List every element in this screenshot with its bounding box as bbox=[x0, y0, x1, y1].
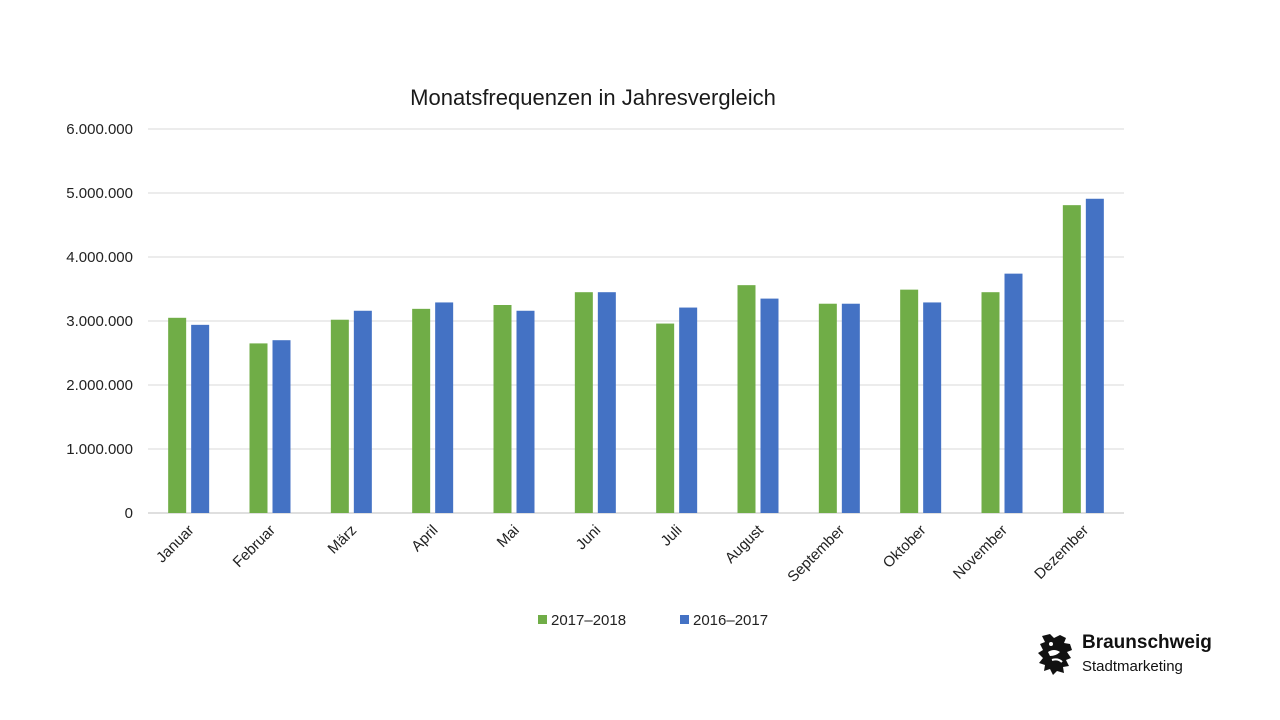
bar-series-2 bbox=[679, 307, 698, 513]
bar-series-2 bbox=[1004, 273, 1023, 513]
legend: 2017–2018 2016–2017 bbox=[538, 612, 768, 629]
bar-series-1 bbox=[168, 317, 187, 513]
y-axis-ticks: 0 1.000.000 2.000.000 3.000.000 4.000.000 5.0… bbox=[66, 121, 133, 522]
y-tick-label: 6.000.000 bbox=[66, 121, 133, 138]
bar-series-2 bbox=[923, 302, 942, 513]
bar-series-1 bbox=[249, 343, 268, 513]
bar-series-2 bbox=[841, 303, 860, 513]
legend-label: 2017–2018 bbox=[551, 612, 626, 629]
x-tick-label: Januar bbox=[153, 522, 197, 566]
bar-series-1 bbox=[900, 289, 919, 513]
bar-series-2 bbox=[435, 302, 454, 513]
bar-series-2 bbox=[516, 310, 535, 513]
bar-series-2 bbox=[353, 310, 372, 513]
x-tick-label: Juni bbox=[573, 522, 604, 553]
x-tick-label: Mai bbox=[494, 522, 523, 551]
x-tick-label: September bbox=[784, 522, 848, 586]
gridlines bbox=[148, 128, 1124, 514]
x-tick-label: Juli bbox=[658, 522, 686, 550]
braunschweig-logo: Braunschweig Stadtmarketing bbox=[1036, 632, 1216, 680]
bar-series-1 bbox=[1062, 205, 1081, 513]
logo-subtitle: Stadtmarketing bbox=[1082, 658, 1183, 675]
y-tick-label: 5.000.000 bbox=[66, 185, 133, 202]
bar-series-2 bbox=[1085, 198, 1104, 513]
bar-series-2 bbox=[191, 324, 210, 513]
bar-series-1 bbox=[330, 319, 349, 513]
legend-label: 2016–2017 bbox=[693, 612, 768, 629]
bar-series-1 bbox=[737, 285, 756, 513]
x-tick-label: März bbox=[325, 522, 361, 558]
bar-series-2 bbox=[760, 298, 779, 513]
x-tick-label: Februar bbox=[230, 522, 279, 571]
lion-logo-icon bbox=[1038, 634, 1072, 675]
bars bbox=[168, 198, 1104, 513]
bar-series-1 bbox=[818, 303, 837, 513]
bar-series-1 bbox=[656, 323, 675, 513]
x-tick-label: Dezember bbox=[1031, 522, 1092, 583]
y-tick-label: 3.000.000 bbox=[66, 313, 133, 330]
logo-name: Braunschweig bbox=[1082, 632, 1212, 653]
bar-series-1 bbox=[981, 292, 1000, 513]
x-tick-label: April bbox=[408, 522, 441, 555]
bar-series-1 bbox=[412, 308, 431, 513]
x-tick-label: November bbox=[950, 522, 1011, 583]
y-tick-label: 2.000.000 bbox=[66, 377, 133, 394]
legend-swatch bbox=[680, 615, 689, 624]
bar-series-2 bbox=[597, 292, 616, 513]
bar-series-1 bbox=[493, 305, 512, 513]
legend-swatch bbox=[538, 615, 547, 624]
chart-title: Monatsfrequenzen in Jahresvergleich bbox=[410, 85, 776, 110]
y-tick-label: 4.000.000 bbox=[66, 249, 133, 266]
y-tick-label: 1.000.000 bbox=[66, 441, 133, 458]
bar-series-2 bbox=[272, 340, 291, 513]
y-tick-label: 0 bbox=[125, 505, 133, 522]
x-axis-ticks: Januar Februar März April Mai Juni Juli August S… bbox=[153, 521, 1092, 585]
x-tick-label: Oktober bbox=[880, 522, 930, 572]
x-tick-label: August bbox=[722, 521, 768, 567]
bar-series-1 bbox=[574, 292, 593, 513]
